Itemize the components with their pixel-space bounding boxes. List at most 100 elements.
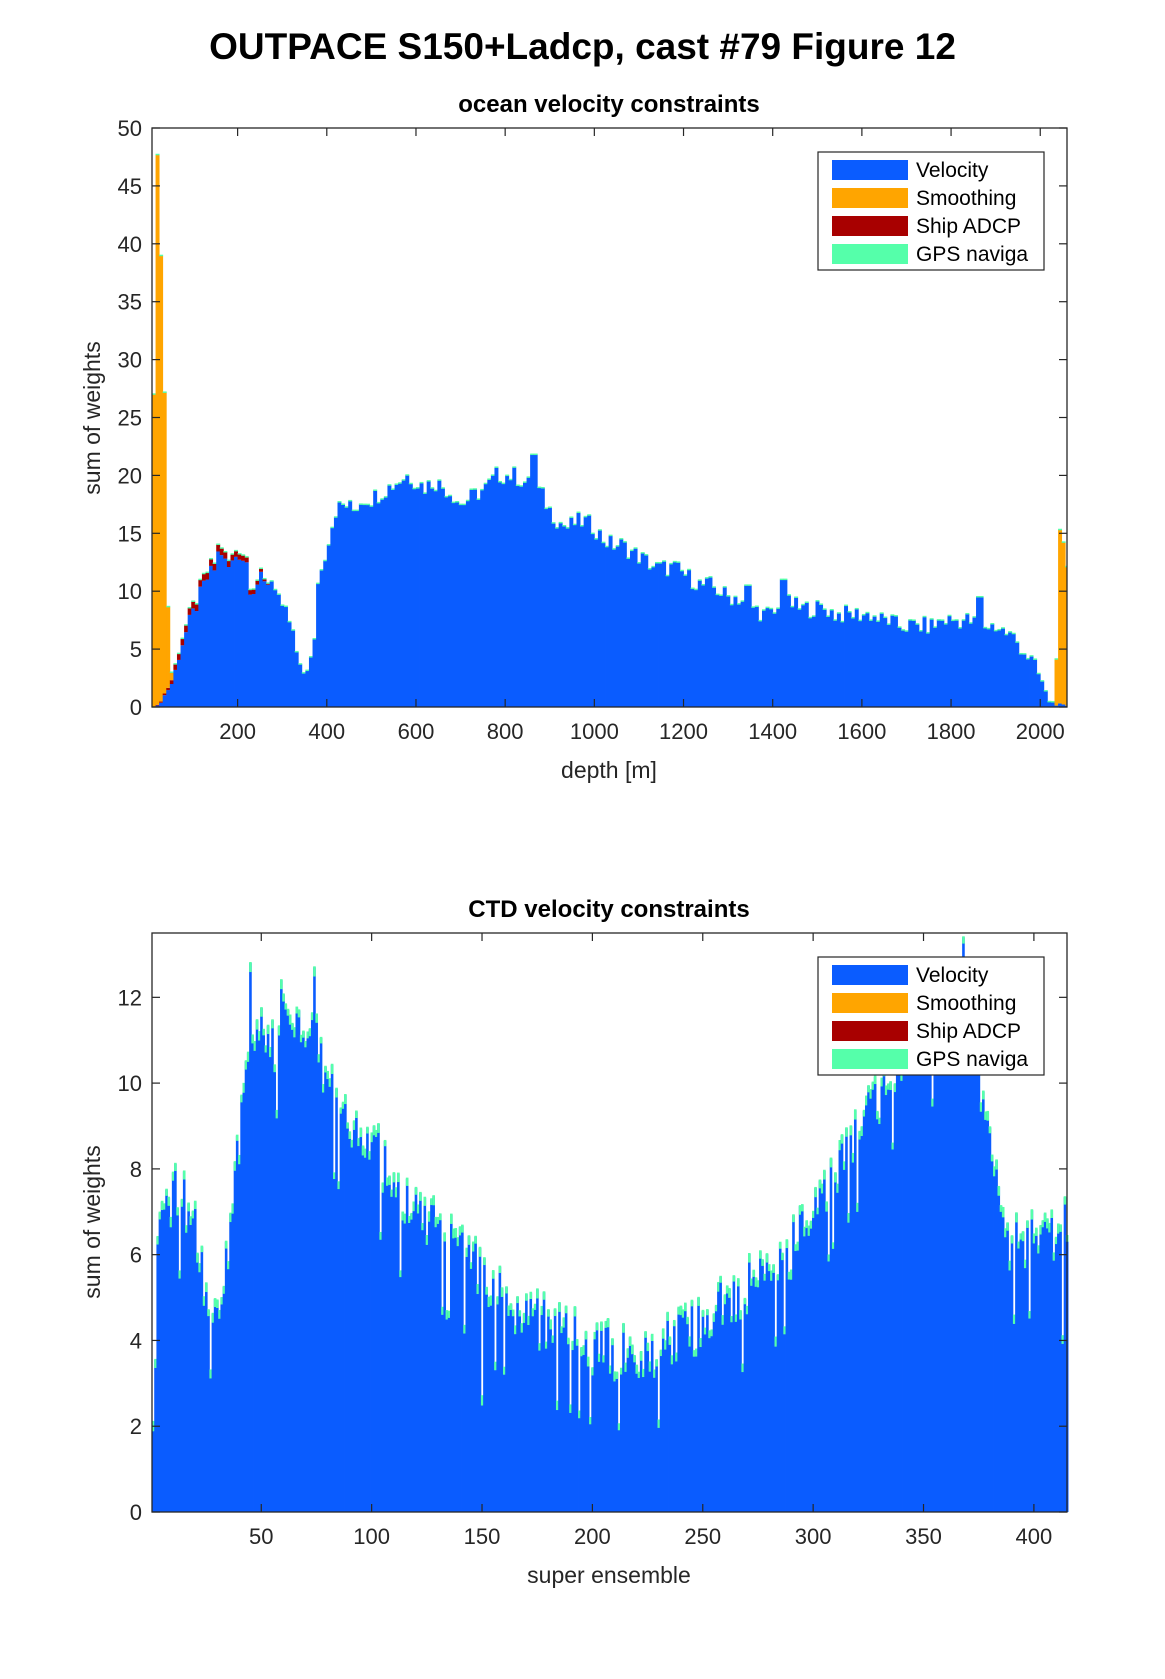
gps-navigation-bar xyxy=(1048,1222,1051,1233)
gps-navigation-bar xyxy=(169,671,174,673)
gps-navigation-bar xyxy=(337,501,342,503)
gps-navigation-bar xyxy=(584,1330,588,1340)
gps-navigation-bar xyxy=(159,254,164,257)
gps-navigation-bar xyxy=(390,1189,394,1197)
velocity-bar xyxy=(350,1140,354,1512)
velocity-bar xyxy=(748,1254,751,1512)
gps-navigation-bar xyxy=(358,503,363,505)
gps-navigation-bar xyxy=(608,1365,612,1374)
gps-navigation-bar xyxy=(576,511,581,514)
velocity-bar xyxy=(917,1017,921,1512)
velocity-bar xyxy=(540,1306,544,1512)
gps-navigation-bar xyxy=(472,1241,475,1252)
velocity-bar xyxy=(316,583,321,707)
velocity-bar xyxy=(965,613,970,707)
gps-navigation-bar xyxy=(401,479,406,481)
velocity-bar xyxy=(308,1029,312,1512)
velocity-bar xyxy=(158,1212,162,1512)
velocity-bar xyxy=(184,632,189,707)
gps-navigation-bar xyxy=(719,594,724,596)
gps-navigation-bar xyxy=(483,482,488,485)
gps-navigation-bar xyxy=(997,1185,1001,1196)
gps-navigation-bar xyxy=(536,1288,539,1299)
velocity-bar xyxy=(922,1002,926,1512)
gps-navigation-bar xyxy=(626,1348,630,1358)
gps-navigation-bar xyxy=(551,1335,555,1343)
gps-navigation-bar xyxy=(219,547,224,549)
gps-navigation-bar xyxy=(1065,565,1068,568)
velocity-bar xyxy=(544,508,549,707)
gps-navigation-bar xyxy=(1025,657,1030,660)
velocity-bar xyxy=(633,1355,636,1512)
velocity-bar xyxy=(882,1070,886,1512)
velocity-bar xyxy=(160,1201,164,1512)
velocity-bar xyxy=(997,629,1002,707)
gps-navigation-bar xyxy=(201,572,206,575)
gps-navigation-bar xyxy=(668,1336,672,1345)
gps-navigation-bar xyxy=(891,1142,895,1150)
velocity-bar xyxy=(822,609,827,707)
velocity-bar xyxy=(834,1173,837,1512)
gps-navigation-bar xyxy=(776,607,781,609)
velocity-bar xyxy=(370,1133,374,1512)
velocity-bar xyxy=(1008,1261,1012,1512)
velocity-bar xyxy=(1004,634,1009,707)
velocity-bar xyxy=(703,1328,707,1512)
velocity-bar xyxy=(819,604,824,707)
velocity-bar xyxy=(222,1286,226,1512)
gps-navigation-bar xyxy=(697,579,702,581)
velocity-bar xyxy=(657,1420,661,1512)
gps-navigation-bar xyxy=(244,1060,248,1070)
smoothing-bar xyxy=(152,394,156,707)
x-tick-label: 800 xyxy=(487,719,524,744)
gps-navigation-bar xyxy=(241,554,246,556)
gps-navigation-bar xyxy=(878,1117,881,1125)
gps-navigation-bar xyxy=(293,1027,296,1038)
ship-adcp-bar xyxy=(266,583,271,585)
gps-navigation-bar xyxy=(519,485,524,487)
gps-navigation-bar xyxy=(351,509,356,512)
velocity-bar xyxy=(722,587,727,707)
gps-navigation-bar xyxy=(542,1291,546,1300)
velocity-bar xyxy=(299,1035,303,1512)
velocity-bar xyxy=(185,1226,188,1512)
velocity-bar xyxy=(695,1349,698,1512)
velocity-bar xyxy=(526,477,531,707)
gps-navigation-bar xyxy=(578,1410,581,1419)
velocity-bar xyxy=(467,1236,471,1512)
velocity-bar xyxy=(904,631,909,707)
gps-navigation-bar xyxy=(847,1213,850,1223)
velocity-bar xyxy=(473,489,478,707)
velocity-bar xyxy=(478,1247,482,1512)
velocity-bar xyxy=(383,1140,387,1512)
gps-navigation-bar xyxy=(262,1028,265,1036)
x-axis-label: depth [m] xyxy=(561,757,657,783)
ship-adcp-bar xyxy=(155,704,160,706)
gps-navigation-bar xyxy=(849,1125,853,1136)
velocity-bar xyxy=(373,490,378,707)
velocity-bar xyxy=(293,1028,296,1512)
velocity-bar xyxy=(836,613,841,707)
gps-navigation-bar xyxy=(355,1110,358,1118)
velocity-bar xyxy=(867,1086,870,1512)
velocity-bar xyxy=(808,617,813,707)
gps-navigation-bar xyxy=(651,565,656,568)
bar-series-group xyxy=(152,153,1068,707)
gps-navigation-bar xyxy=(754,1277,758,1287)
velocity-bar xyxy=(878,1118,881,1512)
velocity-bar xyxy=(816,1208,820,1512)
gps-navigation-bar xyxy=(392,1172,396,1183)
gps-navigation-bar xyxy=(805,1220,809,1229)
velocity-bar xyxy=(726,596,731,707)
gps-navigation-bar xyxy=(726,595,731,597)
gps-navigation-bar xyxy=(808,616,813,619)
gps-navigation-bar xyxy=(590,532,595,535)
velocity-bar xyxy=(388,1176,391,1512)
gps-navigation-bar xyxy=(728,1287,731,1298)
gps-navigation-bar xyxy=(308,656,313,658)
gps-navigation-bar xyxy=(931,1098,934,1107)
velocity-bar xyxy=(235,1135,239,1512)
y-tick-label: 10 xyxy=(118,579,142,604)
gps-navigation-bar xyxy=(321,1084,325,1093)
x-tick-label: 300 xyxy=(795,1524,832,1549)
